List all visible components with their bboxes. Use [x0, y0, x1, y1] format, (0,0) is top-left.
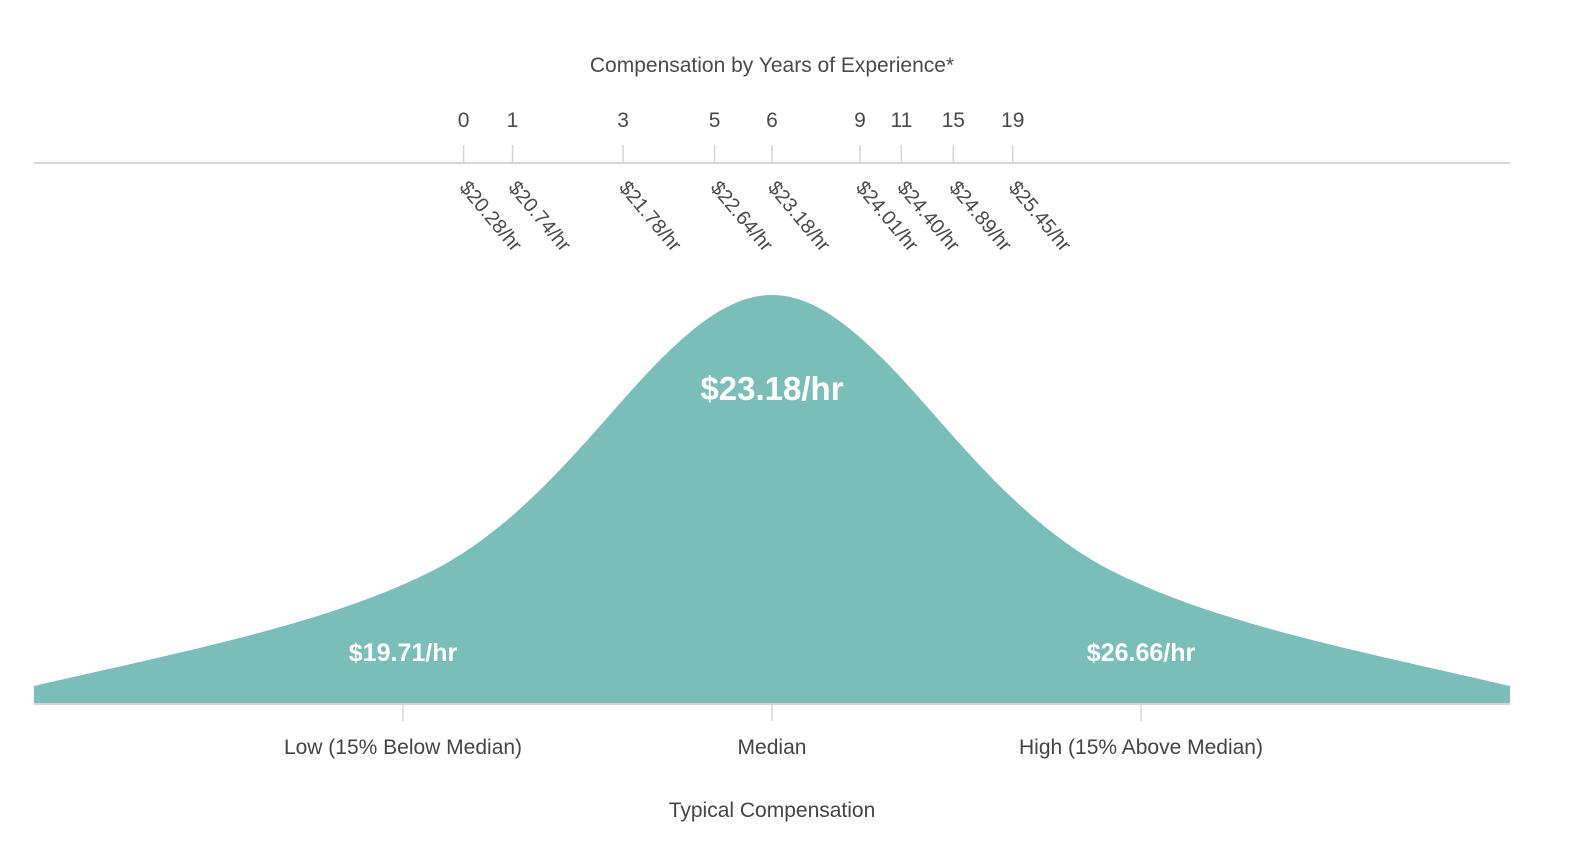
- median-rate-label: $23.18/hr: [700, 370, 843, 407]
- experience-year-label: 6: [766, 109, 778, 132]
- high-rate-label: $26.66/hr: [1087, 639, 1196, 667]
- experience-ticks: 0$20.28/hr1$20.74/hr3$21.78/hr5$22.64/hr…: [455, 109, 1075, 256]
- low-label: Low (15% Below Median): [284, 736, 522, 759]
- experience-axis-title: Compensation by Years of Experience*: [590, 54, 954, 77]
- experience-year-label: 19: [1001, 109, 1024, 132]
- experience-year-label: 9: [854, 109, 866, 132]
- median-label: Median: [738, 736, 807, 759]
- experience-year-label: 5: [709, 109, 721, 132]
- distribution-marks: $19.71/hr Low (15% Below Median) $23.18/hr…: [284, 370, 1263, 759]
- low-rate-label: $19.71/hr: [349, 639, 458, 667]
- experience-rate-label: $25.45/hr: [1004, 177, 1075, 256]
- experience-year-label: 3: [617, 109, 629, 132]
- experience-rate-label: $21.78/hr: [614, 177, 685, 256]
- bell-curve-area: [34, 295, 1510, 703]
- high-label: High (15% Above Median): [1019, 736, 1263, 759]
- experience-year-label: 0: [458, 109, 470, 132]
- experience-year-label: 15: [942, 109, 965, 132]
- experience-year-label: 11: [890, 109, 912, 132]
- experience-year-label: 1: [507, 109, 519, 132]
- x-axis-title: Typical Compensation: [669, 799, 876, 822]
